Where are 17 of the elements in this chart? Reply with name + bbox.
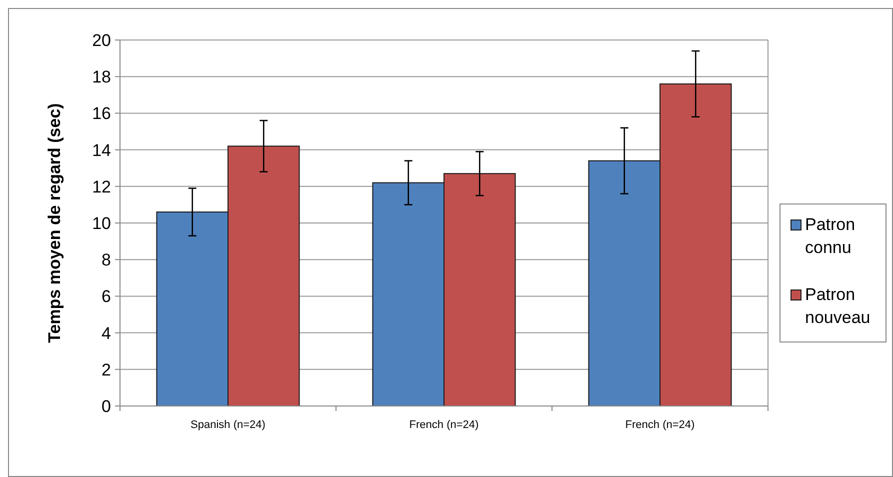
x-tick-label: French (n=24) xyxy=(625,419,695,431)
y-tick-label: 16 xyxy=(92,104,111,124)
y-axis-title: Temps moyen de regard (sec) xyxy=(45,103,64,343)
y-tick-label: 4 xyxy=(102,324,111,343)
legend-label: Patron connu xyxy=(805,215,856,257)
y-tick-label: 12 xyxy=(92,177,111,196)
x-tick-label: Spanish (n=24) xyxy=(190,419,266,431)
y-tick-label: 10 xyxy=(92,214,111,233)
y-tick-label: 8 xyxy=(102,250,111,270)
y-tick-label: 2 xyxy=(102,360,111,380)
y-tick-label: 18 xyxy=(92,68,111,87)
y-tick-label: 0 xyxy=(102,396,111,416)
y-tick-label: 6 xyxy=(102,287,111,306)
y-tick-label: 14 xyxy=(92,140,111,160)
y-tick-label: 20 xyxy=(92,30,111,50)
x-tick-label: French (n=24) xyxy=(409,419,479,431)
legend-label: Patron nouveau xyxy=(805,285,870,327)
